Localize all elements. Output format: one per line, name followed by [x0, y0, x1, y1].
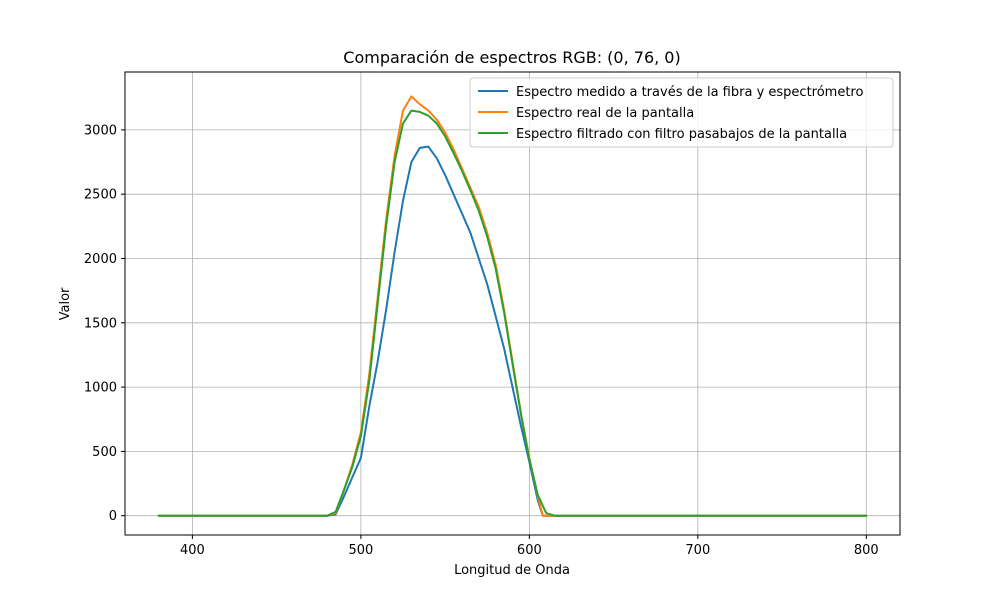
legend-label-real: Espectro real de la pantalla	[516, 106, 694, 121]
legend: Espectro medido a través de la fibra y e…	[469, 77, 894, 148]
axes-frame	[124, 71, 901, 536]
y-tick-label: 2000	[84, 252, 117, 267]
chart-title: Comparación de espectros RGB: (0, 76, 0)	[343, 48, 680, 67]
legend-label-filtered: Espectro filtrado con filtro pasabajos d…	[516, 127, 847, 142]
y-tick-label: 2500	[84, 188, 117, 203]
series-line-real	[157, 95, 868, 517]
series-line-filtered	[157, 109, 868, 517]
x-axis-label: Longitud de Onda	[454, 563, 570, 578]
y-tick-label: 1500	[84, 316, 117, 331]
y-tick-label: 3000	[84, 123, 117, 138]
y-tick-label: 0	[109, 509, 117, 524]
y-axis-label: Valor	[58, 287, 73, 320]
legend-box	[469, 77, 894, 148]
x-tick-label: 800	[854, 543, 879, 558]
y-tick-label: 1000	[84, 381, 117, 396]
plot-lines	[157, 95, 868, 517]
x-tick-label: 500	[348, 543, 373, 558]
x-axis-ticks: 400 500 600 700 800	[180, 535, 879, 558]
x-tick-label: 600	[517, 543, 542, 558]
y-tick-label: 500	[92, 445, 117, 460]
x-tick-label: 700	[685, 543, 710, 558]
y-axis-ticks: 0 500 1000 1500 2000 2500 3000	[84, 123, 125, 524]
legend-label-measured: Espectro medido a través de la fibra y e…	[516, 85, 863, 100]
series-line-measured	[157, 145, 868, 517]
x-tick-label: 400	[180, 543, 205, 558]
